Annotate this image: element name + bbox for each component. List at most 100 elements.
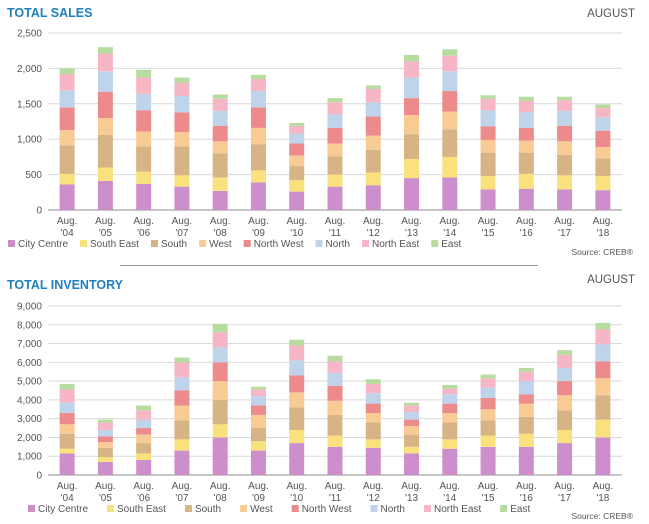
bar-segment-north [174, 96, 190, 113]
bar-segment-north-east [136, 77, 152, 94]
bar-segment-city-centre [327, 186, 343, 210]
sales-chart-title: TOTAL SALES [7, 6, 93, 20]
bar-segment-south [59, 433, 75, 449]
total-sales-chart: 05001,0001,5002,0002,500Aug.'04Aug.'05Au… [8, 29, 622, 250]
bar-segment-west [518, 140, 534, 153]
bar-segment-south [595, 395, 611, 420]
bar-segment-north [404, 77, 420, 99]
legend-swatch-east [431, 240, 439, 247]
bar-segment-north-west [136, 110, 152, 132]
x-tick-label: Aug. [133, 481, 154, 492]
bar-segment-city-centre [250, 182, 266, 210]
bar-segment-east [212, 94, 228, 99]
bar-segment-west [404, 115, 420, 135]
bar-segment-north-west [174, 112, 190, 133]
bar-segment-north-east [59, 74, 75, 91]
x-tick-label: Aug. [57, 216, 78, 227]
bar-segment-south [174, 146, 190, 176]
x-tick-label: '09 [252, 228, 265, 239]
bar-segment-north [136, 93, 152, 111]
x-tick-label: '07 [175, 228, 188, 239]
bar-segment-south [480, 152, 496, 177]
y-tick-label: 7,000 [17, 339, 42, 350]
y-tick-label: 3,000 [17, 414, 42, 425]
bar-segment-north-east [97, 53, 113, 72]
bar-segment-south [480, 420, 496, 436]
bar-segment-north [518, 112, 534, 128]
bar-segment-west [518, 403, 534, 417]
bar-segment-city-centre [518, 446, 534, 475]
x-tick-label: '10 [290, 228, 303, 239]
legend-swatch-city-centre [8, 240, 15, 247]
bar-segment-north-west [97, 436, 113, 443]
bar-segment-south-east [404, 446, 420, 454]
bar-segment-west [97, 117, 113, 135]
bar-segment-north-east [365, 383, 381, 394]
bar-segment-south-east [212, 424, 228, 438]
x-tick-label: '10 [290, 493, 303, 504]
x-tick-label: '05 [99, 493, 112, 504]
bar-segment-south [212, 153, 228, 178]
bar-segment-south [327, 414, 343, 436]
x-tick-label: '14 [443, 228, 456, 239]
x-tick-label: Aug. [478, 481, 499, 492]
bar-segment-city-centre [595, 437, 611, 475]
bar-segment-north-east [404, 405, 420, 413]
bar-segment-south [404, 434, 420, 447]
x-tick-label: Aug. [210, 481, 231, 492]
x-tick-label: Aug. [95, 481, 116, 492]
legend-swatch-north-west [243, 240, 251, 247]
x-tick-label: '14 [443, 493, 456, 504]
x-tick-label: '12 [367, 493, 380, 504]
bar-segment-city-centre [557, 443, 573, 475]
bar-segment-east [518, 96, 534, 101]
bar-segment-north-west [327, 385, 343, 401]
x-tick-label: '16 [520, 493, 533, 504]
bar-segment-north-east [442, 55, 458, 72]
bar-segment-city-centre [365, 447, 381, 475]
bar-segment-west [442, 111, 458, 130]
bar-segment-south [404, 134, 420, 160]
bar-segment-north-east [557, 100, 573, 111]
bar-segment-east [365, 379, 381, 384]
bar-segment-north-west [212, 362, 228, 382]
bar-segment-north-west [595, 361, 611, 379]
bar-segment-north-west [518, 394, 534, 404]
bar-segment-north-west [174, 390, 190, 406]
bar-segment-city-centre [404, 178, 420, 210]
inventory-chart-month: AUGUST [587, 274, 635, 286]
bar-segment-north-west [365, 403, 381, 414]
bar-segment-north-west [404, 98, 420, 116]
bar-segment-east [595, 104, 611, 109]
bar-segment-south-east [212, 177, 228, 191]
bar-segment-north [136, 419, 152, 429]
bar-segment-north-east [136, 410, 152, 420]
x-tick-label: '04 [61, 493, 74, 504]
bar-segment-north [289, 360, 305, 376]
bar-segment-north-east [557, 354, 573, 368]
bar-segment-north-west [595, 130, 611, 147]
legend-label-north-west: North West [254, 239, 304, 250]
x-tick-label: Aug. [95, 216, 116, 227]
legend-label-south: South [195, 504, 221, 515]
y-tick-label: 2,000 [17, 64, 42, 75]
bar-segment-north-west [442, 403, 458, 414]
bar-segment-west [480, 139, 496, 153]
bar-segment-east [480, 374, 496, 379]
bar-segment-north [59, 90, 75, 108]
bar-segment-south [327, 156, 343, 175]
y-tick-label: 0 [36, 206, 42, 217]
bar-segment-south-east [518, 433, 534, 447]
bar-segment-west [250, 414, 266, 429]
bar-segment-east [595, 322, 611, 330]
x-tick-label: Aug. [440, 216, 461, 227]
bar-segment-south-east [595, 176, 611, 191]
bar-segment-east [404, 54, 420, 62]
bar-segment-east [289, 339, 305, 346]
inventory-chart-source: Source: CREB® [571, 511, 633, 521]
x-tick-label: Aug. [401, 481, 422, 492]
x-tick-label: '06 [137, 228, 150, 239]
bar-segment-south [97, 447, 113, 458]
bar-segment-north-west [518, 127, 534, 141]
bar-segment-south-east [365, 172, 381, 186]
